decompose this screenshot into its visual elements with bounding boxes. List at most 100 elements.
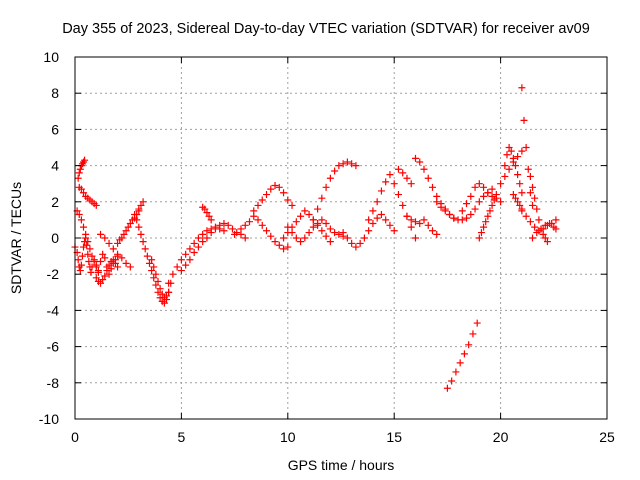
data-point — [469, 330, 477, 338]
series-arc-Z — [458, 180, 505, 215]
data-point — [122, 227, 130, 235]
data-point — [220, 220, 228, 228]
data-point — [88, 252, 96, 260]
y-tick-label: -2 — [47, 266, 60, 282]
data-point — [103, 267, 111, 275]
data-point — [99, 250, 107, 258]
data-point — [411, 218, 419, 226]
data-point — [182, 261, 190, 269]
data-point — [284, 196, 292, 204]
data-point — [331, 229, 339, 237]
data-point — [497, 198, 505, 206]
y-tick-label: -10 — [39, 411, 59, 427]
data-point — [101, 254, 109, 262]
data-point — [267, 232, 275, 240]
data-point — [475, 198, 483, 206]
data-point — [420, 165, 428, 173]
series-arc-L — [177, 220, 249, 275]
data-point — [460, 350, 468, 358]
y-tick-labels: -10 -8 -6 -4 -2 0 2 4 6 8 10 — [39, 49, 59, 427]
data-point — [245, 218, 253, 226]
data-point — [420, 216, 428, 224]
data-point — [190, 248, 198, 256]
data-point — [275, 183, 283, 191]
data-point — [537, 225, 545, 233]
data-point — [105, 270, 113, 278]
data-point — [475, 234, 483, 242]
data-point — [463, 214, 471, 222]
data-point — [118, 234, 126, 242]
data-point — [301, 207, 309, 215]
data-point — [177, 256, 185, 264]
data-point — [516, 201, 524, 209]
data-point — [314, 205, 322, 213]
data-point — [352, 243, 360, 251]
data-point — [288, 229, 296, 237]
x-tick-label: 5 — [178, 429, 186, 445]
series-arc-M — [199, 203, 215, 224]
data-point — [77, 185, 85, 193]
data-point — [139, 238, 147, 246]
data-point — [190, 239, 198, 247]
data-point — [492, 191, 500, 199]
data-point — [365, 216, 373, 224]
x-tick-label: 20 — [493, 429, 509, 445]
data-point — [152, 281, 160, 289]
data-point — [352, 162, 360, 170]
data-point — [271, 238, 279, 246]
data-point — [403, 174, 411, 182]
data-point — [480, 223, 488, 231]
data-point — [165, 288, 173, 296]
series-arc-EE — [509, 191, 526, 213]
data-point — [484, 212, 492, 220]
data-point — [518, 84, 526, 92]
data-point — [224, 221, 232, 229]
data-point — [297, 212, 305, 220]
data-point — [111, 259, 119, 267]
data-point — [452, 368, 460, 376]
y-tick-label: 2 — [51, 194, 59, 210]
series-arc-B — [74, 156, 89, 182]
series-arc-N — [231, 212, 292, 253]
data-point — [309, 223, 317, 231]
data-point — [216, 221, 224, 229]
data-point — [456, 359, 464, 367]
data-point — [377, 210, 385, 218]
data-point — [305, 210, 313, 218]
data-point — [471, 205, 479, 213]
data-point — [97, 258, 105, 266]
data-point — [114, 263, 122, 271]
y-tick-label: 8 — [51, 85, 59, 101]
data-point — [386, 171, 394, 179]
data-point — [526, 172, 534, 180]
data-point — [86, 245, 94, 253]
data-point — [486, 207, 494, 215]
data-point — [501, 172, 509, 180]
data-point — [407, 216, 415, 224]
data-point — [467, 210, 475, 218]
data-point — [241, 221, 249, 229]
data-point — [203, 209, 211, 217]
data-point — [450, 214, 458, 222]
data-point — [369, 207, 377, 215]
data-point — [97, 230, 105, 238]
data-point — [429, 227, 437, 235]
x-tick-labels: 0 5 10 15 20 25 — [71, 429, 615, 445]
data-point — [543, 238, 551, 246]
x-tick-label: 15 — [386, 429, 402, 445]
data-point — [122, 259, 130, 267]
data-point — [503, 151, 511, 159]
data-point — [254, 216, 262, 224]
data-point — [76, 165, 84, 173]
data-point — [241, 234, 249, 242]
data-point — [237, 225, 245, 233]
data-point — [169, 270, 177, 278]
data-point — [541, 221, 549, 229]
data-point — [416, 158, 424, 166]
data-point — [207, 216, 215, 224]
data-point — [297, 238, 305, 246]
series-arc-AA — [475, 191, 500, 242]
data-point — [399, 201, 407, 209]
data-point — [535, 216, 543, 224]
data-point — [429, 183, 437, 191]
